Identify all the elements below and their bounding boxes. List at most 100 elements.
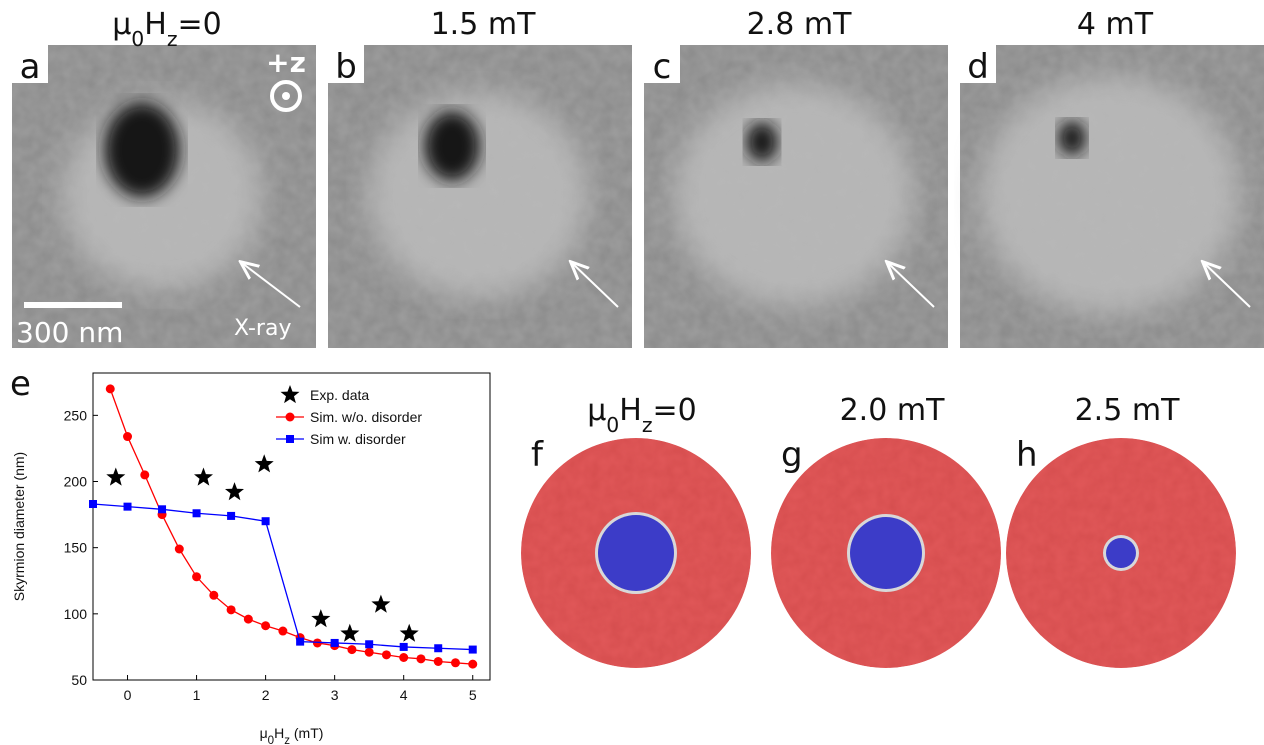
x-tick-label: 5 [469, 687, 477, 703]
circle-point [312, 638, 322, 648]
title-part: H [144, 7, 167, 42]
xray-arrow [572, 263, 619, 308]
y-axis-label: Skyrmion diameter (nm) [11, 452, 27, 601]
square-point [330, 638, 339, 647]
noise [960, 45, 1264, 348]
circle-point [433, 656, 443, 666]
title-part: μ [260, 725, 268, 741]
circle-point [123, 432, 133, 442]
y-tick-label: 100 [64, 606, 88, 622]
title-part: 2.5 mT [1075, 393, 1180, 428]
micrograph: b [328, 45, 632, 348]
title-part: 0 [606, 413, 619, 437]
circle-point [381, 650, 391, 660]
square-point [261, 517, 270, 526]
z-label: +z [266, 46, 306, 79]
panel-letter: c [653, 47, 672, 87]
panel-title: μ0Hz=0 [587, 393, 697, 437]
panel-letter: d [967, 47, 989, 87]
sim-disk [771, 438, 1001, 668]
letter-box [328, 45, 364, 83]
title-part: 4 mT [1077, 7, 1154, 42]
panel-letter: e [10, 364, 31, 404]
noise [644, 45, 948, 348]
x-tick-label: 3 [331, 687, 339, 703]
circle-point [209, 590, 219, 600]
title-part: 1.5 mT [431, 7, 536, 42]
square-point [89, 500, 97, 509]
star-point [225, 482, 244, 501]
letter-box [960, 45, 996, 83]
square-point [192, 509, 201, 518]
skyrmion [598, 515, 674, 591]
circle-point [105, 384, 115, 394]
scale-bar [24, 302, 122, 308]
circle-point [347, 645, 357, 655]
legend-marker [286, 435, 294, 443]
series-line [109, 388, 473, 665]
circle-point [140, 470, 150, 480]
dark-core [746, 122, 778, 162]
x-tick-label: 0 [124, 687, 132, 703]
square-point [399, 642, 408, 651]
title-part: 2.8 mT [747, 7, 852, 42]
chart: e 50 100 150 200 250 0 1 2 3 4 5 Skyrmion diameter (… [10, 364, 491, 745]
panel-title: 2.5 mT [1075, 393, 1180, 428]
micrograph: d [960, 45, 1264, 348]
micrograph: c [644, 45, 948, 348]
simulations: f μ0Hz=0 g 2.0 mT h 2.5 mT [521, 393, 1236, 668]
dark-core [104, 102, 180, 198]
panel-title: 1.5 mT [431, 7, 536, 42]
star-point [340, 623, 360, 642]
circle-point [450, 658, 460, 668]
panel-title: 4 mT [1077, 7, 1154, 42]
title-part: =0 [653, 393, 697, 428]
title-part: μ [112, 7, 131, 42]
micrographs: a μ0Hz=0 b 1.5 mT c 2.8 mT d 4 mT +z 300 nm X-ray [12, 7, 1264, 349]
star-point [106, 467, 126, 486]
y-tick-label: 200 [64, 474, 88, 490]
circle-point [399, 653, 409, 663]
panel-title: μ0Hz=0 [112, 7, 222, 51]
title-part: 0 [268, 735, 274, 745]
circle-point [243, 614, 253, 624]
star-point [311, 609, 331, 628]
legend-label: Exp. data [310, 387, 369, 403]
panel-title: 2.8 mT [747, 7, 852, 42]
letter-box [644, 45, 680, 83]
star-point [371, 594, 391, 613]
title-part: μ [587, 393, 606, 428]
circle-point [468, 659, 478, 669]
title-part: z [167, 27, 178, 51]
circle-point [192, 572, 202, 582]
title-part: H [619, 393, 642, 428]
legend-label: Sim w. disorder [310, 431, 406, 447]
panel-title: 2.0 mT [840, 393, 945, 428]
square-point [123, 502, 132, 511]
legend-label: Sim. w/o. disorder [310, 409, 422, 425]
y-tick-label: 250 [64, 407, 88, 423]
square-point [434, 644, 443, 653]
legend-marker [285, 412, 295, 422]
panel-letter: f [531, 435, 544, 475]
square-point [296, 637, 305, 646]
skyrmion [1106, 538, 1136, 568]
title-part: z [284, 735, 290, 745]
circle-point [278, 626, 288, 636]
panel-letter: h [1016, 435, 1038, 475]
square-point [468, 645, 477, 654]
square-point [365, 640, 374, 649]
x-tick-label: 1 [193, 687, 201, 703]
title-part: =0 [178, 7, 222, 42]
noise [12, 45, 316, 348]
title-part: 0 [131, 27, 144, 51]
x-tick-label: 4 [400, 687, 408, 703]
title-part: 2.0 mT [840, 393, 945, 428]
title-part: z [642, 413, 653, 437]
panel-letter: g [781, 435, 803, 475]
skyrmion [850, 517, 922, 589]
circle-point [416, 654, 426, 664]
circle-point [226, 605, 236, 615]
micrograph: a [12, 45, 316, 348]
title-part: (mT) [290, 725, 323, 741]
